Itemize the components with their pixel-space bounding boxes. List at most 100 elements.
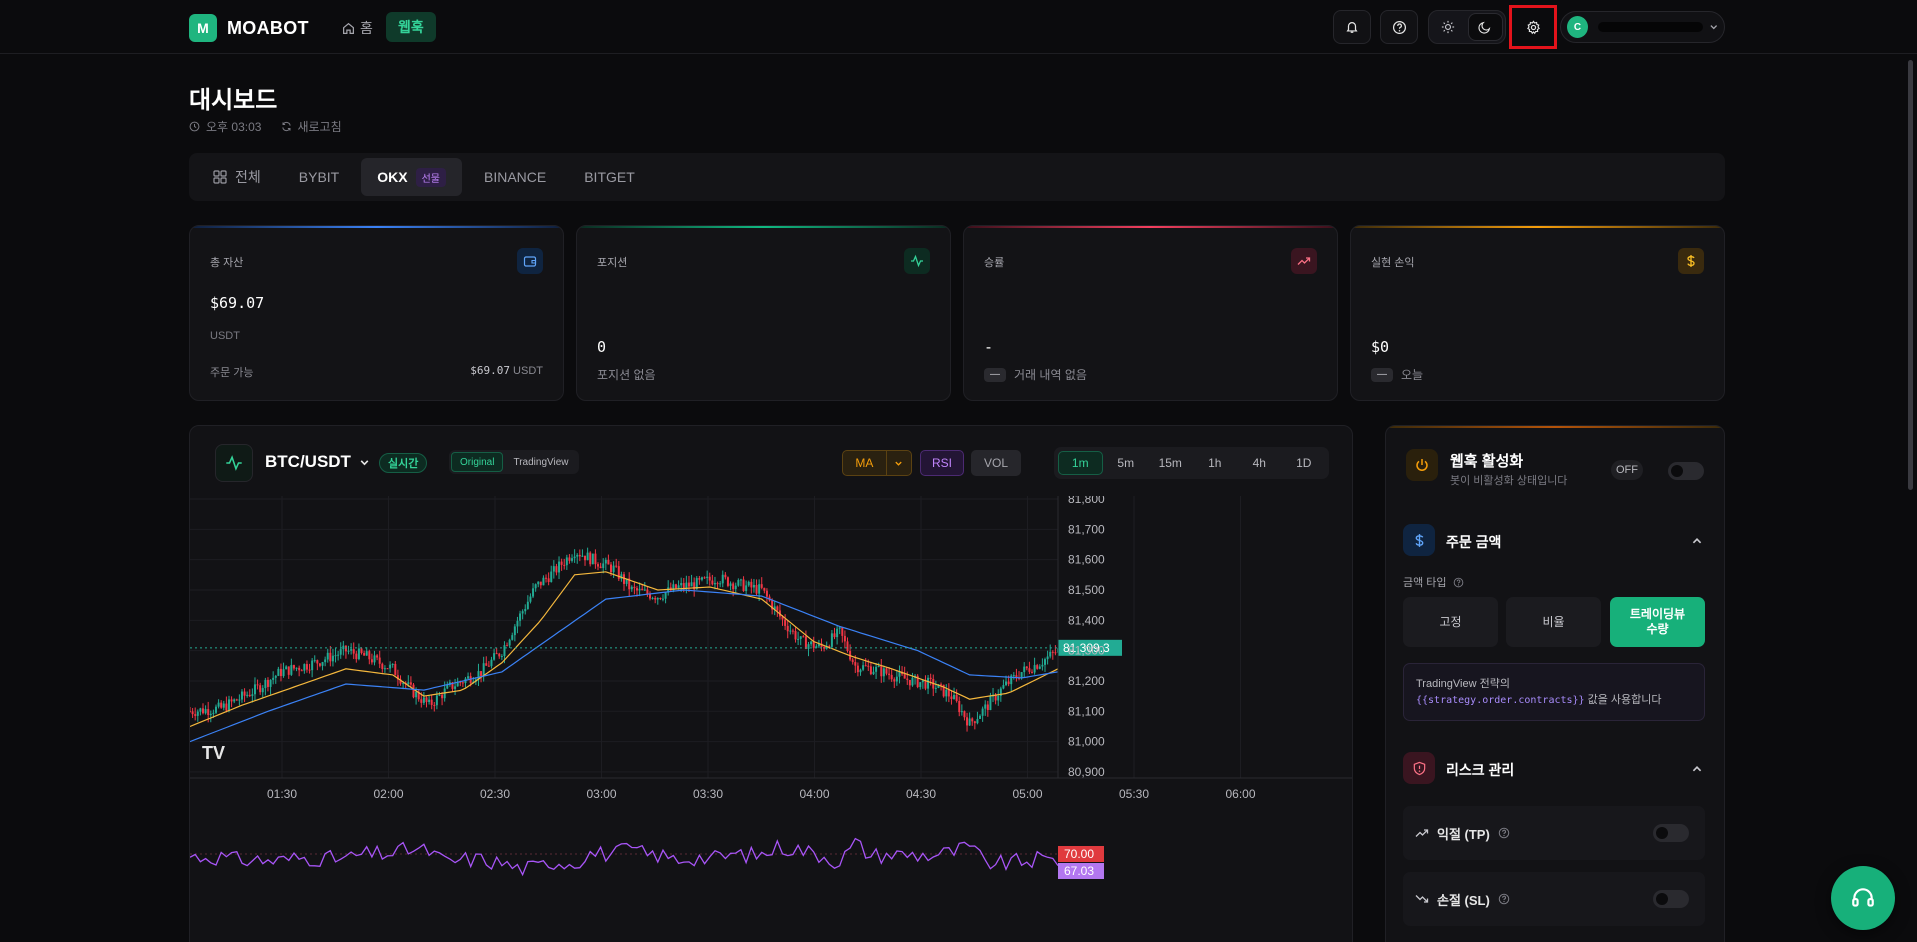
candle-body: [259, 685, 262, 693]
price-chart[interactable]: 81,309.3 81,800 81,700 81,600 81,500 81,400 8…: [190, 496, 1353, 942]
candle-body: [347, 650, 350, 652]
question-icon[interactable]: [1498, 827, 1510, 839]
vol-button[interactable]: VOL: [971, 450, 1021, 476]
amount-type-percent[interactable]: 비율: [1506, 597, 1601, 647]
mode-original[interactable]: Original: [451, 452, 504, 472]
candle-body: [716, 583, 719, 585]
tf-1m[interactable]: 1m: [1058, 451, 1103, 475]
rsi-button[interactable]: RSI: [920, 450, 964, 476]
candle-body: [316, 660, 319, 664]
live-badge: 실시간: [379, 453, 428, 473]
tf-5m[interactable]: 5m: [1117, 456, 1135, 470]
candle-body: [903, 674, 906, 679]
tab-okx[interactable]: OKX 선물: [361, 158, 462, 196]
question-icon[interactable]: [1498, 893, 1510, 905]
tf-1D[interactable]: 1D: [1296, 456, 1312, 470]
candle-body: [737, 580, 740, 586]
take-profit-toggle[interactable]: [1653, 824, 1689, 842]
candle-body: [999, 688, 1002, 696]
candle-body: [222, 703, 225, 708]
candle-body: [290, 665, 293, 675]
candle-body: [1007, 681, 1010, 685]
help-button[interactable]: [1380, 10, 1418, 44]
candle-body: [412, 684, 415, 698]
total-assets-unit: USDT: [210, 330, 240, 342]
amount-type-tradingview[interactable]: 트레이딩뷰 수량: [1610, 597, 1705, 647]
candle-body: [420, 699, 423, 703]
chevron-up-icon[interactable]: [1691, 763, 1703, 775]
mode-tradingview[interactable]: TradingView: [513, 456, 569, 468]
candle-body: [760, 584, 763, 588]
candle-body: [381, 663, 384, 670]
chevron-up-icon[interactable]: [1691, 535, 1703, 547]
clock-icon: [189, 121, 200, 132]
app-logo[interactable]: M MOABOT: [189, 14, 309, 42]
tf-1h[interactable]: 1h: [1208, 456, 1222, 470]
candle-body: [906, 678, 909, 680]
settings-button[interactable]: [1509, 5, 1557, 49]
candle-body: [841, 627, 844, 636]
dark-theme-button[interactable]: [1467, 13, 1503, 41]
candle-body: [550, 571, 553, 582]
ma-fast-line: [190, 571, 1059, 728]
candle-body: [979, 715, 982, 719]
candle-body: [451, 682, 454, 689]
support-button[interactable]: [1831, 866, 1895, 930]
page-scrollbar[interactable]: [1904, 54, 1917, 942]
candle-body: [872, 671, 875, 675]
last-updated-time: 오후 03:03: [206, 120, 262, 134]
candle-body: [1049, 651, 1052, 657]
candle-body: [480, 671, 483, 676]
candle-body: [399, 679, 402, 684]
tab-bitget[interactable]: BITGET: [584, 169, 635, 185]
candle-body: [350, 649, 353, 651]
candle-body: [869, 666, 872, 675]
candle-body: [407, 682, 410, 685]
candle-body: [984, 704, 987, 709]
tab-bybit[interactable]: BYBIT: [298, 169, 340, 185]
amount-type-fixed[interactable]: 고정: [1403, 597, 1498, 647]
nav-webhook[interactable]: 웹훅: [386, 12, 436, 42]
candle-body: [363, 653, 366, 656]
tf-15m[interactable]: 15m: [1158, 456, 1182, 470]
user-menu[interactable]: C: [1560, 11, 1725, 43]
page-scrollbar-thumb[interactable]: [1908, 60, 1913, 490]
candle-body: [1010, 675, 1013, 685]
candle-body: [558, 561, 561, 573]
y-tick-label: 81,800: [1068, 496, 1105, 506]
candle-body: [248, 694, 251, 697]
candle-body: [318, 663, 321, 666]
candle-body: [664, 592, 667, 599]
candle-body: [190, 711, 191, 713]
candle-body: [292, 665, 295, 669]
tv-note-code: {{strategy.order.contracts}}: [1416, 695, 1585, 706]
light-theme-button[interactable]: [1431, 13, 1466, 41]
tf-4h[interactable]: 4h: [1252, 456, 1266, 470]
candle-body: [615, 565, 618, 567]
pair-selector[interactable]: BTC/USDT: [265, 452, 370, 472]
tab-binance[interactable]: BINANCE: [483, 169, 547, 185]
candle-body: [394, 663, 397, 676]
amount-type-text: 금액 타입: [1403, 577, 1447, 589]
ma-options-button[interactable]: [885, 451, 911, 475]
candle-body: [820, 643, 823, 648]
stop-loss-toggle[interactable]: [1653, 890, 1689, 908]
candle-body: [755, 584, 758, 594]
tab-all[interactable]: 전체: [197, 158, 277, 196]
refresh-button[interactable]: 새로고침: [281, 118, 342, 135]
webhook-toggle[interactable]: [1668, 462, 1704, 480]
change-pill: —: [1371, 367, 1393, 382]
win-rate-value: -: [984, 338, 994, 356]
notification-button[interactable]: [1333, 10, 1371, 44]
candle-body: [654, 597, 657, 600]
question-icon[interactable]: [1453, 577, 1464, 588]
available-unit: USDT: [513, 365, 543, 377]
candle-body: [698, 578, 701, 580]
candle-body: [246, 694, 249, 696]
chart-header: BTC/USDT 실시간 Original TradingView MA RSI…: [190, 426, 1352, 496]
ma-button[interactable]: MA: [855, 456, 874, 470]
nav-home[interactable]: 홈: [338, 14, 377, 42]
candle-body: [672, 584, 675, 591]
y-tick-label: 80,900: [1068, 765, 1105, 779]
candle-body: [945, 689, 948, 697]
